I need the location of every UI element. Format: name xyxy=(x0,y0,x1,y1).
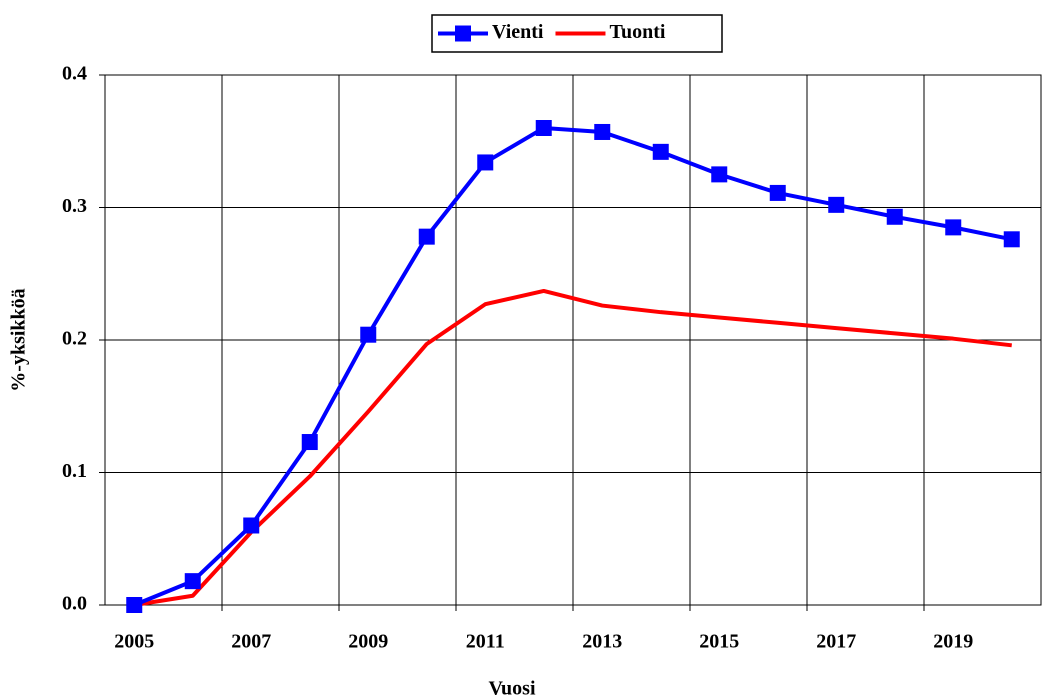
legend-label: Vienti xyxy=(492,21,544,43)
y-tick-label: 0.4 xyxy=(62,63,87,85)
marker xyxy=(418,228,435,245)
series-line xyxy=(133,126,1013,607)
marker xyxy=(886,208,903,225)
marker xyxy=(477,154,494,171)
series-line xyxy=(133,288,1012,607)
x-tick-label: 2005 xyxy=(114,631,154,653)
x-tick-label: 2009 xyxy=(348,631,388,653)
y-tick-label: 0.2 xyxy=(62,328,87,350)
marker xyxy=(828,196,845,213)
legend-label: Tuonti xyxy=(609,21,665,43)
x-tick-label: 2017 xyxy=(816,631,856,653)
y-tick-label: 0.0 xyxy=(62,593,87,615)
marker xyxy=(360,326,377,343)
x-tick-label: 2013 xyxy=(582,631,622,653)
marker xyxy=(243,517,260,534)
x-tick-label: 2015 xyxy=(699,631,739,653)
marker xyxy=(535,120,552,136)
marker xyxy=(711,166,728,183)
y-axis-label: %-yksikköä xyxy=(8,288,30,391)
x-tick-label: 2019 xyxy=(933,631,973,653)
x-axis-label: Vuosi xyxy=(488,678,536,700)
marker xyxy=(769,184,786,201)
marker xyxy=(1003,231,1020,248)
y-tick-label: 0.3 xyxy=(62,195,87,217)
marker xyxy=(184,573,201,590)
marker xyxy=(301,434,318,451)
marker xyxy=(945,219,962,236)
marker xyxy=(652,143,669,160)
marker xyxy=(126,597,143,613)
x-tick-label: 2007 xyxy=(231,631,271,653)
y-tick-label: 0.1 xyxy=(62,460,87,482)
x-tick-label: 2011 xyxy=(466,631,505,653)
legend-marker xyxy=(455,25,471,42)
marker xyxy=(594,123,611,140)
